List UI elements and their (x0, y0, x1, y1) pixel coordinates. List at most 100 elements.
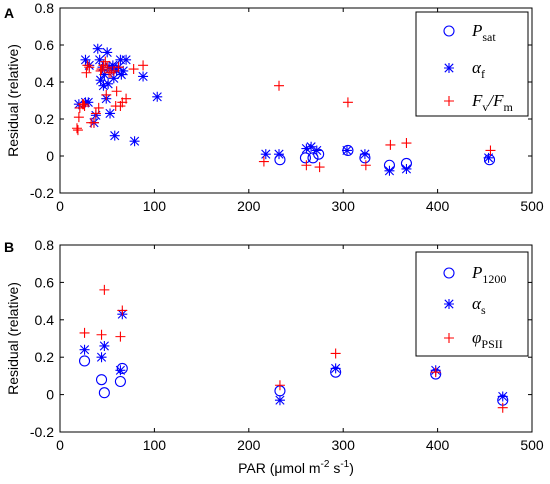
panel-a-point-plus (128, 64, 139, 75)
legend-entry-part: PSII (481, 337, 502, 351)
panel-b-point-plus (117, 305, 128, 316)
panel-a-legend-marker (444, 96, 454, 106)
panel-a-x-tick-label: 200 (237, 198, 261, 214)
panel-a-point-plus (401, 138, 412, 149)
panel-b-x-axis-title: PAR (μmol m-2 s-1) (238, 459, 354, 476)
panel-b-y-tick-label: 0 (46, 387, 54, 403)
panel-a-point-plus (113, 62, 124, 73)
panel-a-legend-marker (444, 63, 454, 73)
panel-a-point-asterisk (107, 60, 118, 71)
panel-b-legend-entry: φPSII (472, 328, 503, 351)
panel-b-point-circle (116, 362, 128, 374)
panel-a-point-asterisk (95, 75, 106, 86)
panel-a-point-plus (301, 160, 312, 171)
panel-b-legend-entry: P1200 (471, 263, 506, 286)
x-axis-title-part: PAR (μmol m (238, 460, 320, 476)
panel-a-point-plus (360, 160, 371, 171)
panel-a-point-plus (90, 108, 101, 119)
panel-a-point-asterisk (92, 43, 103, 54)
panel-a-point-plus (78, 99, 89, 110)
panel-a-point-plus (342, 97, 353, 108)
panel-a-y-tick-label: 0.6 (35, 37, 55, 53)
panel-b-x-tick-label: 100 (143, 437, 167, 453)
panel-b-point-plus (96, 329, 107, 340)
panel-a-point-asterisk (118, 65, 129, 76)
panel-b-point-plus (430, 367, 441, 378)
panel-a-x-tick-label: 400 (426, 198, 450, 214)
legend-entry-part: α (472, 294, 482, 313)
panel-a-point-plus (138, 60, 149, 71)
panel-b-point-asterisk (497, 391, 508, 402)
panel-a-x-tick-label: 500 (520, 198, 544, 214)
panel-a-point-asterisk (108, 73, 119, 84)
panel-a-legend-entry: Psat (471, 21, 496, 44)
x-axis-title-part: ) (349, 460, 354, 476)
panel-b-point-asterisk (99, 340, 110, 351)
panel-a-point-plus (121, 93, 132, 104)
panel-a-point-asterisk (311, 145, 322, 156)
panel-a-x-tick-label: 300 (332, 198, 356, 214)
panel-b-label: B (4, 239, 14, 255)
panel-a-point-circle (483, 154, 496, 166)
panel-a-point-plus (82, 60, 93, 71)
panel-a-x-tick-label: 100 (143, 198, 167, 214)
legend-entry-part: φ (472, 328, 481, 347)
legend-entry-part: F (471, 91, 483, 110)
panel-a-point-asterisk (102, 47, 113, 58)
panel-b-y-tick-label: 0.6 (35, 274, 55, 290)
panel-b-legend-marker (444, 333, 454, 343)
panel-a-point-plus (258, 156, 269, 167)
panel-b-x-tick-label: 300 (332, 437, 356, 453)
panel-b: 0 100 200 300 400 500-0.200.20.40.60.8Residua… (4, 237, 544, 476)
legend-entry-part: 1200 (482, 272, 506, 286)
panel-a-point-asterisk (115, 54, 126, 65)
panel-b-point-asterisk (330, 363, 341, 374)
panel-b-point-plus (497, 402, 508, 413)
panel-a-point-asterisk (359, 149, 370, 160)
panel-a-point-asterisk (106, 64, 117, 75)
panel-a-series-2 (71, 56, 496, 173)
panel-b-point-asterisk (274, 395, 285, 406)
legend-entry-part: P (471, 21, 482, 40)
panel-b-legend-entry: αs (472, 294, 486, 317)
panel-b-legend-marker (443, 267, 455, 279)
panel-a-point-asterisk (98, 80, 109, 91)
panel-a-point-asterisk (138, 71, 149, 82)
panel-b-point-circle (114, 375, 126, 388)
panel-a-point-plus (101, 89, 112, 100)
panel-b-y-tick-label: 0.8 (35, 237, 55, 253)
panel-b-point-plus (274, 380, 285, 391)
panel-b-point-plus (115, 331, 126, 342)
panel-a-point-asterisk (80, 54, 91, 65)
panel-b-point-plus (99, 284, 110, 295)
panel-a-point-plus (81, 67, 92, 78)
panel-a-point-plus (79, 101, 90, 112)
legend-entry-part: sat (482, 30, 496, 44)
panel-a-y-axis-title: Residual (relative) (5, 44, 21, 157)
legend-entry-part: /F (487, 91, 504, 110)
panel-b-y-tick-label: 0.2 (35, 349, 55, 365)
panel-a-point-plus (100, 56, 111, 67)
panel-b-plot-frame (59, 244, 533, 433)
panel-a-point-asterisk (129, 136, 140, 147)
panel-a-point-asterisk (116, 69, 127, 80)
x-axis-title-part: -1 (340, 459, 349, 470)
panel-b-point-circle (78, 355, 91, 367)
panel-a-point-plus (385, 139, 396, 150)
x-axis-title-part: -2 (321, 459, 330, 470)
panel-a-point-asterisk (306, 141, 317, 152)
panel-b-point-asterisk (115, 365, 126, 376)
panel-a-point-asterisk (274, 149, 285, 160)
panel-a-point-plus (95, 65, 106, 76)
panel-a-point-asterisk (94, 54, 105, 65)
panel-a-point-plus (485, 145, 496, 156)
panel-b-point-plus (330, 348, 341, 359)
panel-a-point-asterisk (103, 78, 114, 89)
panel-b-x-tick-label: 400 (426, 437, 450, 453)
panel-b-point-asterisk (96, 352, 107, 363)
panel-b-point-circle (95, 374, 108, 386)
legend-entry-part: f (481, 67, 485, 81)
panel-a-legend-box (415, 11, 529, 117)
